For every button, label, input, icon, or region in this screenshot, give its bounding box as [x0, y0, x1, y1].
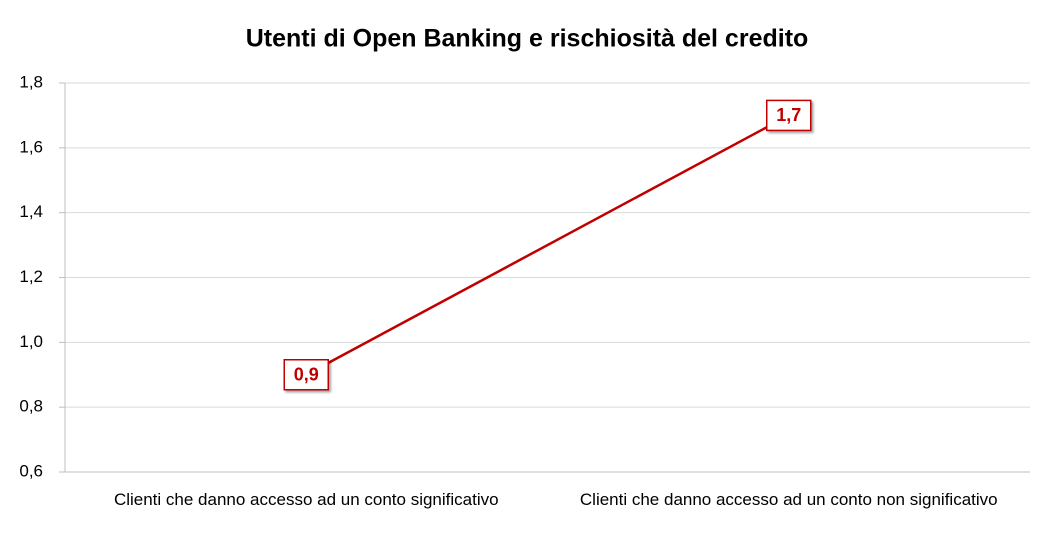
- y-tick-label: 1,6: [19, 137, 43, 156]
- x-tick-label: Clienti che danno accesso ad un conto no…: [579, 490, 998, 509]
- line: [305, 114, 790, 376]
- label-box: [766, 99, 812, 132]
- y-tick-label: 1,0: [19, 332, 43, 351]
- y-tick-label: 1,8: [19, 72, 43, 91]
- y-tick-label: 0,6: [19, 461, 43, 480]
- y-tick-label: 1,2: [19, 267, 43, 286]
- y-tick-label: 0,8: [19, 397, 43, 416]
- x-tick-label: Clienti che danno accesso ad un conto si…: [113, 490, 499, 509]
- data-label: 1,7: [776, 105, 801, 125]
- chart-title: Utenti di Open Banking e rischiosità del…: [246, 25, 809, 53]
- data-label: 0,9: [294, 365, 319, 385]
- label-box: [283, 359, 329, 391]
- y-tick-label: 1,4: [19, 202, 43, 221]
